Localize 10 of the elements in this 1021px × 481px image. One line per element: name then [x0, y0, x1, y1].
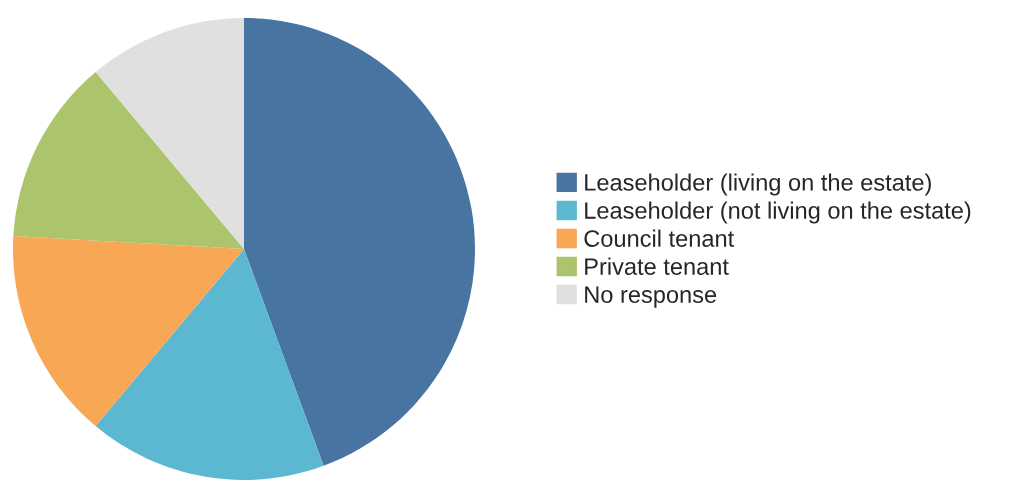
pie-slice: [95, 18, 244, 249]
pie-slice: [244, 18, 475, 466]
pie-slice: [13, 235, 244, 427]
pie-slice: [95, 249, 324, 480]
legend-label: Private tenant: [585, 257, 729, 275]
legend-label: No response: [585, 286, 717, 308]
legend-label: Leaseholder (not living on the estate): [585, 201, 971, 224]
legend-label: Leaseholder (living on the estate): [585, 173, 931, 196]
pie-slice: [13, 71, 244, 249]
legend-label: Council tenant: [584, 229, 735, 247]
